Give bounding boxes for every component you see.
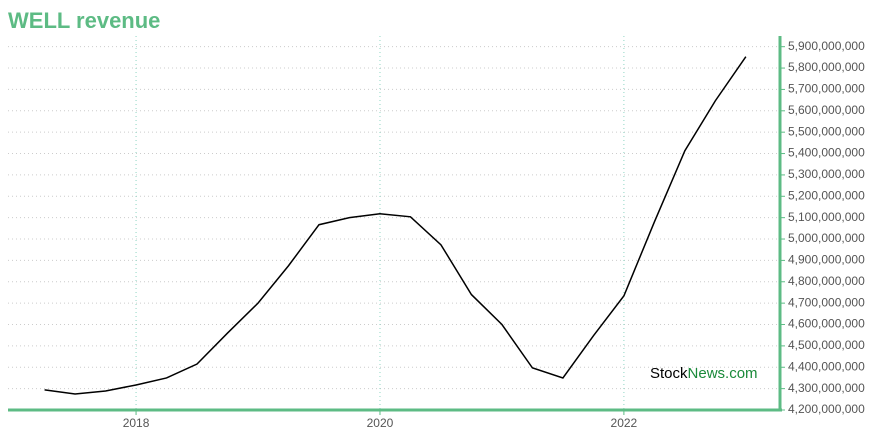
y-tick-label: 5,400,000,000: [788, 146, 865, 160]
y-tick-label: 4,700,000,000: [788, 295, 865, 309]
chart-title: WELL revenue: [8, 8, 160, 33]
y-tick-label: 4,500,000,000: [788, 338, 865, 352]
y-tick-label: 5,000,000,000: [788, 231, 865, 245]
line: [44, 56, 747, 395]
y-tick-label: 5,500,000,000: [788, 124, 865, 138]
x-tick-label: 2018: [123, 416, 150, 430]
y-tick-label: 5,300,000,000: [788, 167, 865, 181]
y-tick-label: 4,200,000,000: [788, 402, 865, 416]
watermark-part: News.com: [688, 365, 758, 382]
y-tick-label: 4,900,000,000: [788, 253, 865, 267]
x-tick-label: 2020: [367, 416, 394, 430]
y-tick-label: 4,400,000,000: [788, 359, 865, 373]
y-tick-label: 4,800,000,000: [788, 274, 865, 288]
y-tick-label: 4,300,000,000: [788, 381, 865, 395]
watermark-part: Stock: [650, 365, 688, 382]
y-tick-label: 5,100,000,000: [788, 210, 865, 224]
y-tick-label: 4,600,000,000: [788, 317, 865, 331]
x-tick-label: 2022: [611, 416, 638, 430]
y-tick-label: 5,800,000,000: [788, 60, 865, 74]
y-tick-label: 5,200,000,000: [788, 188, 865, 202]
y-tick-label: 5,900,000,000: [788, 39, 865, 53]
y-tick-label: 5,600,000,000: [788, 103, 865, 117]
watermark: StockNews.com: [650, 365, 758, 382]
y-tick-label: 5,700,000,000: [788, 82, 865, 96]
